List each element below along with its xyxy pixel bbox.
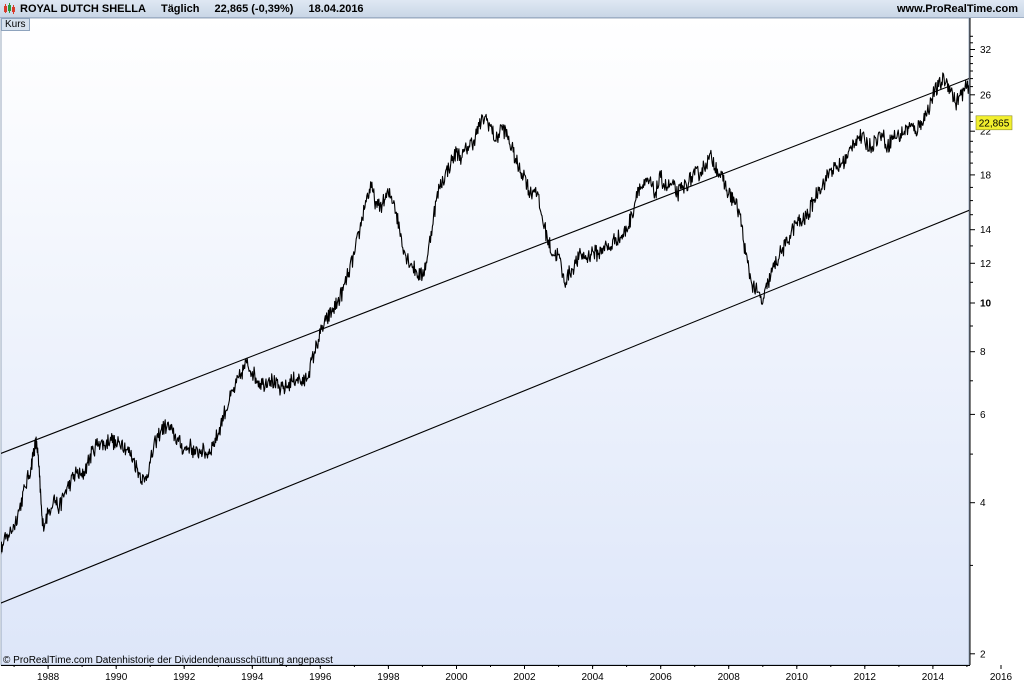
x-tick-label: 2002 bbox=[513, 672, 536, 683]
trendline-1 bbox=[1, 77, 969, 454]
y-tick-label: 32 bbox=[980, 45, 992, 56]
quote-label: 22,865 (-0,39%) bbox=[214, 3, 294, 15]
x-tick-label: 2008 bbox=[718, 672, 741, 683]
last-value-label: 22,865 bbox=[979, 118, 1010, 129]
x-tick-label: 2004 bbox=[581, 672, 604, 683]
x-tick-label: 1992 bbox=[173, 672, 196, 683]
x-tick-label: 2006 bbox=[650, 672, 673, 683]
y-tick-label: 22 bbox=[980, 127, 992, 138]
y-tick-label: 18 bbox=[980, 170, 992, 181]
last-value-badge bbox=[975, 115, 1013, 131]
chart-header: ROYAL DUTCH SHELLA Täglich 22,865 (-0,39… bbox=[0, 0, 1024, 18]
x-tick-label: 1988 bbox=[37, 672, 60, 683]
y-tick-label: 14 bbox=[980, 225, 992, 236]
y-tick-label: 4 bbox=[980, 498, 986, 509]
x-tick-label: 2014 bbox=[922, 672, 945, 683]
date-label: 18.04.2016 bbox=[308, 3, 364, 15]
panel-label-kurs[interactable]: Kurs bbox=[1, 18, 30, 31]
x-tick-label: 2010 bbox=[786, 672, 809, 683]
plot-area bbox=[0, 17, 970, 666]
y-tick-label: 8 bbox=[980, 347, 986, 358]
trendline-2 bbox=[1, 209, 969, 604]
instrument-name: ROYAL DUTCH SHELLA bbox=[20, 3, 146, 15]
candlestick-icon bbox=[4, 3, 15, 14]
x-tick-label: 2016 bbox=[990, 672, 1013, 683]
y-tick-label: 6 bbox=[980, 410, 986, 421]
y-tick-label: 12 bbox=[980, 259, 992, 270]
site-link[interactable]: www.ProRealTime.com bbox=[896, 3, 1018, 15]
price-series-line bbox=[1, 72, 969, 555]
y-tick-label: 2 bbox=[980, 649, 986, 660]
y-tick-label: 10 bbox=[980, 299, 992, 310]
x-tick-label: 1998 bbox=[377, 672, 400, 683]
copyright-footer: © ProRealTime.com Datenhistorie der Divi… bbox=[3, 655, 333, 666]
y-tick-label: 26 bbox=[980, 90, 992, 101]
x-tick-label: 1994 bbox=[241, 672, 264, 683]
x-tick-label: 1990 bbox=[105, 672, 128, 683]
x-tick-label: 2000 bbox=[445, 672, 468, 683]
x-tick-label: 2012 bbox=[854, 672, 877, 683]
x-tick-label: 1996 bbox=[309, 672, 332, 683]
interval-label: Täglich bbox=[160, 3, 200, 15]
